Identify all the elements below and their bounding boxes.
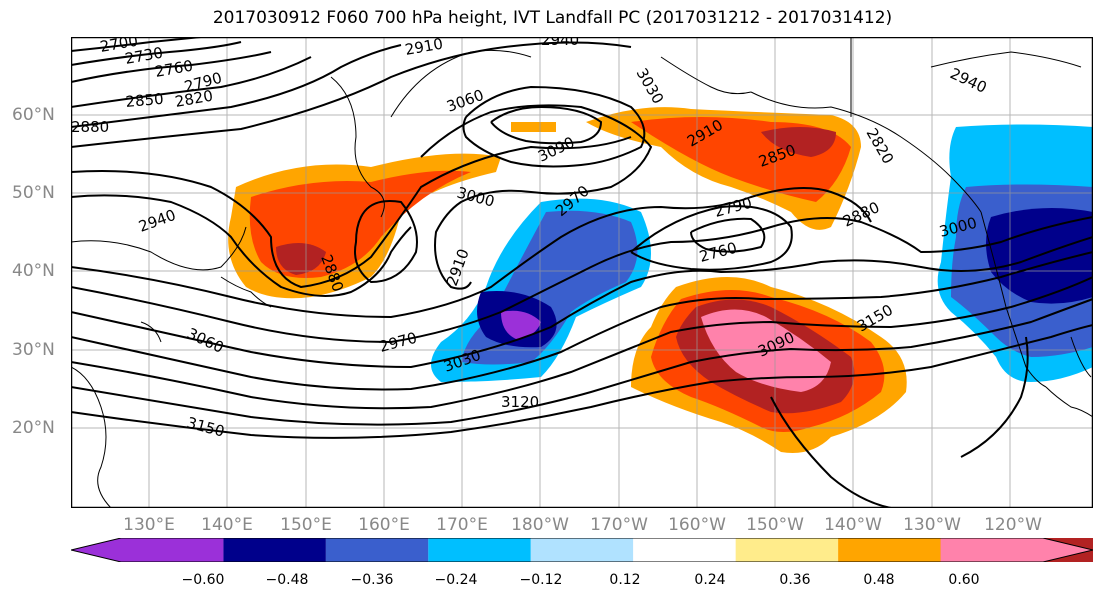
lon-label: 120°W: [984, 515, 1042, 535]
lat-label: 20°N: [12, 418, 55, 438]
lon-label: 130°E: [123, 515, 175, 535]
contour-label: 3120: [501, 393, 539, 411]
colorbar-tick: 0.24: [694, 572, 726, 588]
colorbar-swatch: [223, 538, 326, 562]
lon-label: 150°E: [280, 515, 332, 535]
colorbar-swatch: [530, 538, 634, 562]
contour-label: 2880: [71, 118, 109, 136]
lon-label: 170°E: [436, 515, 488, 535]
lat-label: 60°N: [12, 105, 55, 125]
colorbar-tick: 0.36: [779, 572, 811, 588]
colorbar-tick: −0.48: [265, 572, 309, 588]
colorbar-tick: −0.12: [519, 572, 563, 588]
colorbar-swatch: [325, 538, 429, 562]
colorbar-tick: 0.60: [948, 572, 980, 588]
map-title: 2017030912 F060 700 hPa height, IVT Land…: [212, 8, 893, 28]
colorbar-swatch: [633, 538, 736, 562]
lon-label: 170°W: [590, 515, 648, 535]
contour-label: 2940: [541, 37, 579, 49]
lon-label: 130°W: [903, 515, 961, 535]
colorbar: [71, 538, 1093, 562]
colorbar-swatch: [735, 538, 839, 562]
colorbar-tick: −0.60: [181, 572, 225, 588]
coastlines: [71, 37, 1093, 508]
lon-label: 180°W: [511, 515, 569, 535]
map-panel: 2700 2730 2760 2790 2820 2850 2880 2910 …: [71, 37, 1093, 508]
contour-label: 2850: [125, 90, 165, 111]
height-contours: [71, 37, 1093, 508]
lon-label: 150°W: [746, 515, 804, 535]
colorbar-tick: −0.24: [434, 572, 478, 588]
colorbar-swatch: [940, 538, 1093, 562]
lon-label: 140°E: [201, 515, 253, 535]
colorbar-tick: −0.36: [350, 572, 394, 588]
contour-label: 2910: [404, 37, 445, 59]
colorbar-tick: 0.12: [609, 572, 641, 588]
lat-label: 30°N: [12, 340, 55, 360]
lat-label: 50°N: [12, 183, 55, 203]
lon-label: 140°W: [824, 515, 882, 535]
colorbar-swatch: [71, 538, 224, 562]
lon-label: 160°E: [358, 515, 410, 535]
lon-label: 160°W: [668, 515, 726, 535]
colorbar-tick: 0.48: [863, 572, 895, 588]
colorbar-swatch: [838, 538, 941, 562]
lat-label: 40°N: [12, 261, 55, 281]
colorbar-swatch: [428, 538, 531, 562]
